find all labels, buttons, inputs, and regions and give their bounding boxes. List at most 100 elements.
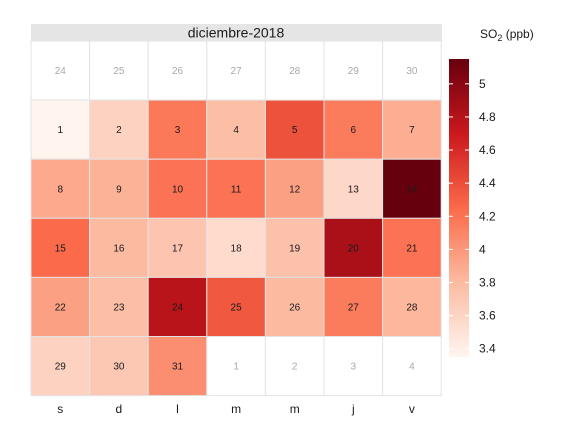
calendar-cell (264, 99, 325, 160)
calendar-cell (89, 336, 149, 397)
day-number: 4 (233, 125, 239, 136)
calendar-cell (323, 217, 384, 278)
day-number-outside-month: 29 (348, 66, 360, 77)
day-number: 25 (231, 302, 243, 313)
calendar-cell (323, 276, 384, 337)
calendar-cell (206, 158, 266, 219)
legend-tick-label: 4 (479, 242, 486, 256)
legend-tick-label: 4.4 (479, 176, 496, 190)
day-number: 11 (231, 184, 242, 195)
calendar-cell-outside-month (323, 336, 384, 397)
calendar-cell (264, 276, 325, 337)
day-number-outside-month: 28 (289, 66, 301, 77)
day-number: 22 (55, 302, 67, 313)
calendar-cell (147, 276, 208, 337)
color-legend: SO2 (ppb) 3.4 3.6 3.8 4 4.2 4.4 4.6 4.8 5 (449, 27, 534, 357)
month-title: diciembre-2018 (188, 25, 285, 41)
day-number: 7 (409, 125, 415, 136)
legend-tick-label: 3.6 (479, 309, 496, 323)
day-number: 31 (172, 362, 184, 373)
legend-tick-label: 5 (479, 77, 486, 91)
day-number: 3 (175, 125, 181, 136)
calendar-cell-outside-month (323, 40, 384, 101)
day-number: 29 (55, 362, 67, 373)
calendar-cell (206, 276, 266, 337)
calendar-panel: diciembre-2018 24 25 26 27 28 29 301 2 3 4 5 6 78 9 10… (30, 24, 442, 416)
day-number: 10 (172, 184, 184, 195)
day-number: 9 (116, 184, 122, 195)
day-number-outside-month: 30 (406, 66, 418, 77)
day-number: 24 (172, 302, 184, 313)
day-number: 8 (58, 184, 64, 195)
day-number-outside-month: 26 (172, 66, 184, 77)
weekday-label: d (116, 402, 123, 416)
day-number: 18 (231, 243, 243, 254)
day-number-outside-month: 24 (55, 66, 67, 77)
calendar-cell (30, 217, 91, 278)
calendar-cell (147, 336, 208, 397)
legend-tick-label: 4.8 (479, 110, 496, 124)
day-number-outside-month: 2 (292, 362, 298, 373)
calendar-cell-outside-month (382, 336, 442, 397)
weekday-label: v (409, 402, 415, 416)
day-number-outside-month: 3 (351, 362, 357, 373)
day-number-outside-month: 1 (233, 362, 239, 373)
weekday-label: m (231, 402, 241, 416)
weekday-label: l (176, 402, 179, 416)
day-number: 2 (116, 125, 122, 136)
day-number: 19 (289, 243, 301, 254)
day-number-outside-month: 27 (231, 66, 243, 77)
strip-background (31, 24, 442, 41)
legend-title: SO2 (ppb) (480, 27, 534, 43)
day-number: 12 (289, 184, 301, 195)
calendar-cell (30, 336, 91, 397)
calendar-cell (382, 158, 442, 219)
calendar-cell (264, 158, 325, 219)
calendar-cell (382, 276, 442, 337)
calendar-cell (30, 276, 91, 337)
legend-tick-label: 4.2 (479, 209, 496, 223)
day-number: 15 (55, 243, 67, 254)
legend-tick-label: 3.8 (479, 276, 496, 290)
calendar-cell (30, 158, 91, 219)
calendar-cell (206, 99, 266, 160)
day-number: 28 (406, 302, 418, 313)
calendar-cell-outside-month (264, 40, 325, 101)
day-number: 5 (292, 125, 298, 136)
day-number: 20 (348, 243, 360, 254)
day-number: 23 (113, 302, 125, 313)
day-number: 13 (348, 184, 360, 195)
legend-title-subscript: 2 (497, 33, 502, 43)
legend-title-main: SO (480, 27, 497, 41)
day-number-outside-month: 4 (409, 362, 415, 373)
calendar-cell (89, 99, 149, 160)
legend-tick-label: 3.4 (479, 342, 496, 356)
day-number: 30 (113, 362, 125, 373)
legend-colorbar (449, 59, 469, 357)
weekday-label: m (290, 402, 300, 416)
day-number: 26 (289, 302, 301, 313)
day-number: 27 (348, 302, 360, 313)
weekday-label: j (351, 402, 355, 416)
calendar-cell (30, 99, 91, 160)
calendar-cell (382, 99, 442, 160)
day-number: 1 (58, 125, 64, 136)
day-number: 16 (113, 243, 125, 254)
legend-title-unit: (ppb) (502, 27, 533, 41)
calendar-cell (147, 217, 208, 278)
calendar-cell (323, 99, 384, 160)
legend-tick-label: 4.6 (479, 143, 496, 157)
calendar-cell (206, 217, 266, 278)
weekday-label: s (57, 402, 63, 416)
day-number-outside-month: 25 (113, 66, 125, 77)
calendar-cell-outside-month (382, 40, 442, 101)
day-number: 6 (351, 125, 357, 136)
calendar-cell (382, 217, 442, 278)
legend-ticks: 3.4 3.6 3.8 4 4.2 4.4 4.6 4.8 5 (449, 77, 496, 356)
day-number: 17 (172, 243, 184, 254)
day-number: 14 (406, 184, 418, 195)
day-number: 21 (406, 243, 418, 254)
